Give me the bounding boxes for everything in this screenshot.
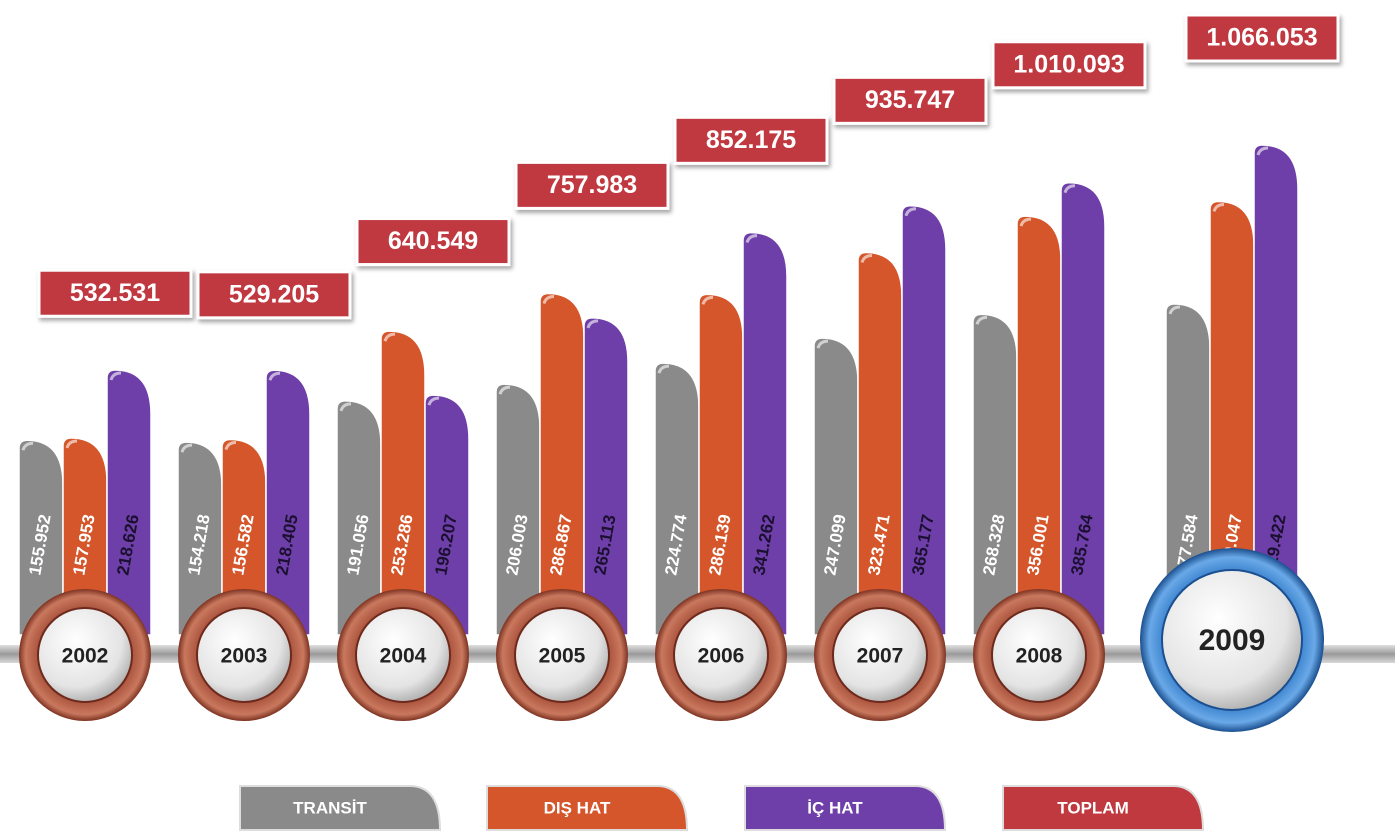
legend-swatch xyxy=(486,785,689,831)
bar-highlight xyxy=(109,371,122,381)
year-ball xyxy=(514,607,610,703)
total-label: 757.983 xyxy=(547,171,637,199)
year-label: 2007 xyxy=(857,645,904,668)
bar-highlight xyxy=(1212,202,1225,212)
bar-highlight xyxy=(1256,146,1269,156)
year-ball xyxy=(37,607,133,703)
bar-highlight xyxy=(975,315,988,325)
year-label: 2005 xyxy=(539,645,586,668)
bar xyxy=(539,292,585,636)
bar xyxy=(1060,181,1106,636)
bar xyxy=(106,369,152,636)
year-label: 2002 xyxy=(62,645,109,668)
legend: TRANSİT DIŞ HAT İÇ HAT TOPLAM xyxy=(239,785,1205,831)
bar xyxy=(972,313,1018,636)
bar-highlight xyxy=(745,234,758,244)
bar-highlight xyxy=(268,371,281,381)
bar-highlight xyxy=(383,332,396,342)
bar-highlight xyxy=(180,443,193,453)
bar xyxy=(654,362,700,636)
total-box xyxy=(196,270,352,320)
legend-label: TRANSİT xyxy=(293,798,367,817)
bar-highlight xyxy=(701,295,714,305)
total-box xyxy=(673,115,829,165)
total-label: 1.066.053 xyxy=(1206,24,1317,52)
year-label: 2003 xyxy=(221,645,268,668)
legend-swatch xyxy=(744,785,947,831)
bar-highlight xyxy=(542,295,555,305)
bar xyxy=(813,337,859,636)
bar-highlight xyxy=(65,439,78,449)
total-box xyxy=(991,40,1147,90)
total-label: 1.010.093 xyxy=(1013,50,1124,78)
year-label: 2008 xyxy=(1016,645,1063,668)
year-ball xyxy=(355,607,451,703)
legend-label: İÇ HAT xyxy=(807,798,863,817)
total-label: 935.747 xyxy=(865,86,955,114)
bar-highlight xyxy=(1063,184,1076,194)
total-label: 529.205 xyxy=(229,280,319,308)
year-ball xyxy=(1161,569,1303,711)
bar xyxy=(857,251,903,636)
bar xyxy=(583,317,629,636)
total-label: 852.175 xyxy=(706,126,796,154)
year-ball xyxy=(832,607,928,703)
total-label: 640.549 xyxy=(388,227,478,255)
bar-highlight xyxy=(657,364,670,374)
bar-highlight xyxy=(224,441,237,451)
bar-highlight xyxy=(427,396,440,406)
bar xyxy=(424,394,470,636)
bar xyxy=(1253,144,1299,636)
year-label: 2006 xyxy=(698,645,745,668)
bar xyxy=(698,293,744,636)
total-box xyxy=(37,268,193,318)
year-markers: 2002 2003 2004 2005 2006 2007 2008 2009 xyxy=(19,548,1324,732)
legend-swatch xyxy=(239,785,442,831)
bar-highlight xyxy=(816,339,829,349)
total-box xyxy=(514,160,670,210)
bar-highlight xyxy=(1168,305,1181,315)
total-label: 532.531 xyxy=(70,279,160,307)
year-label: 2009 xyxy=(1199,624,1266,657)
bar-highlight xyxy=(904,207,917,217)
bar-highlight xyxy=(586,319,599,329)
legend-label: DIŞ HAT xyxy=(544,798,611,817)
bar-highlight xyxy=(498,385,511,395)
total-box xyxy=(832,75,988,125)
bar-highlight xyxy=(860,254,873,264)
year-ball xyxy=(673,607,769,703)
bar xyxy=(265,369,311,636)
legend-swatch xyxy=(1002,785,1205,831)
bar xyxy=(380,330,426,636)
bar-highlight xyxy=(339,402,352,412)
total-box xyxy=(1184,13,1340,63)
bar-highlight xyxy=(21,441,34,451)
year-label: 2004 xyxy=(380,645,427,668)
bar-highlight xyxy=(1019,217,1032,227)
total-box xyxy=(355,217,511,267)
year-ball xyxy=(991,607,1087,703)
legend-label: TOPLAM xyxy=(1057,798,1128,817)
bar xyxy=(901,205,947,636)
bar xyxy=(742,231,788,636)
year-ball xyxy=(196,607,292,703)
